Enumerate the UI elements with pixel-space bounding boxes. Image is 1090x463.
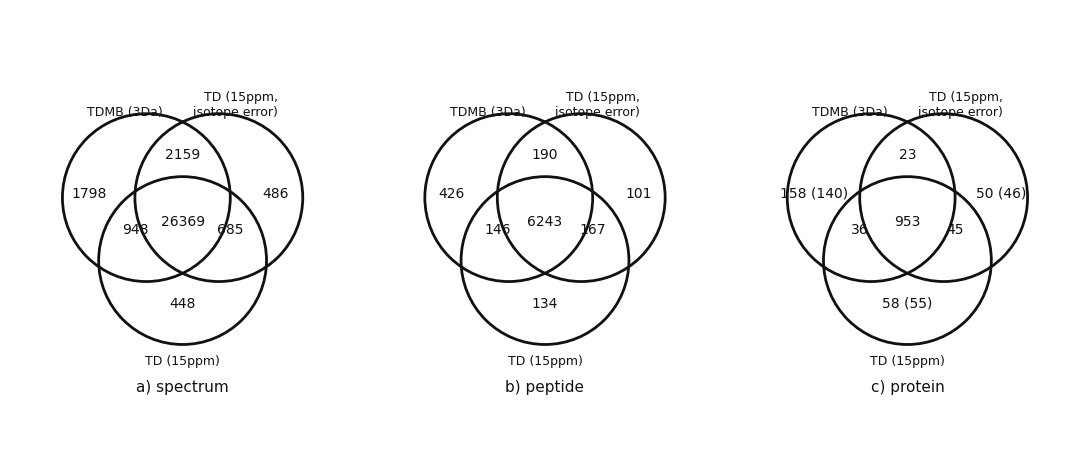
Text: 45: 45	[946, 223, 964, 237]
Text: 948: 948	[122, 223, 148, 237]
Text: 6243: 6243	[528, 215, 562, 229]
Text: 190: 190	[532, 147, 558, 162]
Text: 50 (46): 50 (46)	[976, 187, 1026, 200]
Text: a) spectrum: a) spectrum	[136, 379, 229, 394]
Text: TD (15ppm): TD (15ppm)	[870, 354, 945, 367]
Text: 1798: 1798	[72, 187, 107, 200]
Text: TDMB (3Da): TDMB (3Da)	[812, 106, 887, 119]
Text: 953: 953	[894, 215, 921, 229]
Text: TD (15ppm,
isotope error): TD (15ppm, isotope error)	[193, 91, 278, 119]
Text: 58 (55): 58 (55)	[882, 296, 933, 310]
Text: 426: 426	[438, 187, 464, 200]
Text: TD (15ppm,
isotope error): TD (15ppm, isotope error)	[918, 91, 1003, 119]
Text: 158 (140): 158 (140)	[779, 187, 848, 200]
Text: 685: 685	[217, 223, 243, 237]
Text: 134: 134	[532, 296, 558, 310]
Text: b) peptide: b) peptide	[506, 379, 584, 394]
Text: TDMB (3Da): TDMB (3Da)	[87, 106, 164, 119]
Text: TD (15ppm): TD (15ppm)	[508, 354, 582, 367]
Text: 2159: 2159	[165, 147, 201, 162]
Text: 167: 167	[580, 223, 606, 237]
Text: 26369: 26369	[160, 215, 205, 229]
Text: 23: 23	[898, 147, 917, 162]
Text: TD (15ppm): TD (15ppm)	[145, 354, 220, 367]
Text: c) protein: c) protein	[871, 379, 944, 394]
Text: TD (15ppm,
isotope error): TD (15ppm, isotope error)	[556, 91, 640, 119]
Text: 36: 36	[851, 223, 869, 237]
Text: 146: 146	[484, 223, 510, 237]
Text: TDMB (3Da): TDMB (3Da)	[450, 106, 525, 119]
Text: 101: 101	[626, 187, 652, 200]
Text: 486: 486	[263, 187, 289, 200]
Text: 448: 448	[169, 296, 196, 310]
